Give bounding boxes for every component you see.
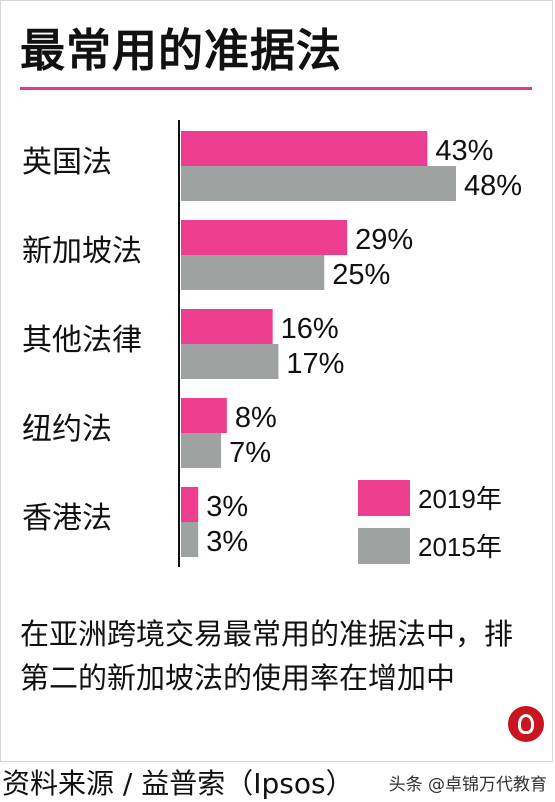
source-note: 资料来源 / 益普索（Ipsos） [2, 767, 354, 800]
data-label: 3% [206, 526, 248, 558]
data-label: 7% [229, 437, 271, 469]
data-label: 48% [464, 170, 522, 202]
category-label: 英国法 [22, 145, 112, 180]
bar-2015 [181, 166, 456, 201]
legend-swatch [358, 528, 410, 564]
category-label: 新加坡法 [22, 234, 142, 269]
category-label: 香港法 [22, 501, 112, 536]
bar-2015 [181, 255, 325, 290]
bar-2019 [181, 487, 199, 522]
legend-label: 2019年 [418, 484, 502, 514]
bar-2015 [181, 522, 199, 557]
bar-2019 [181, 309, 273, 344]
data-label: 25% [332, 259, 390, 291]
data-label: 17% [286, 348, 344, 380]
publisher-logo-icon [508, 706, 544, 742]
chart-title: 最常用的准据法 [20, 24, 343, 77]
data-label: 43% [435, 135, 493, 167]
bar-2015 [181, 433, 222, 468]
chart-caption: 在亚洲跨境交易最常用的准据法中，排第二的新加坡法的使用率在增加中 [20, 617, 514, 695]
bar-2015 [181, 344, 279, 379]
bar-2019 [181, 220, 348, 255]
bar-chart: 英国法 43%48% 新加坡法 29%25% 其他法律 16%17% 纽约法 8%7% 香港法 3… [22, 120, 522, 567]
category-label: 其他法律 [22, 323, 142, 358]
data-label: 3% [206, 491, 248, 523]
bar-2019 [181, 398, 227, 433]
chart-frame [0, 0, 553, 762]
legend-label: 2015年 [418, 532, 502, 562]
bar-2019 [181, 131, 428, 166]
data-label: 8% [235, 402, 277, 434]
category-label: 纽约法 [22, 412, 112, 447]
data-label: 16% [281, 313, 339, 345]
title-underline [20, 87, 532, 90]
legend-swatch [358, 480, 410, 516]
data-label: 29% [355, 224, 413, 256]
watermark-text: 头条 @卓锦万代教育 [388, 775, 547, 795]
